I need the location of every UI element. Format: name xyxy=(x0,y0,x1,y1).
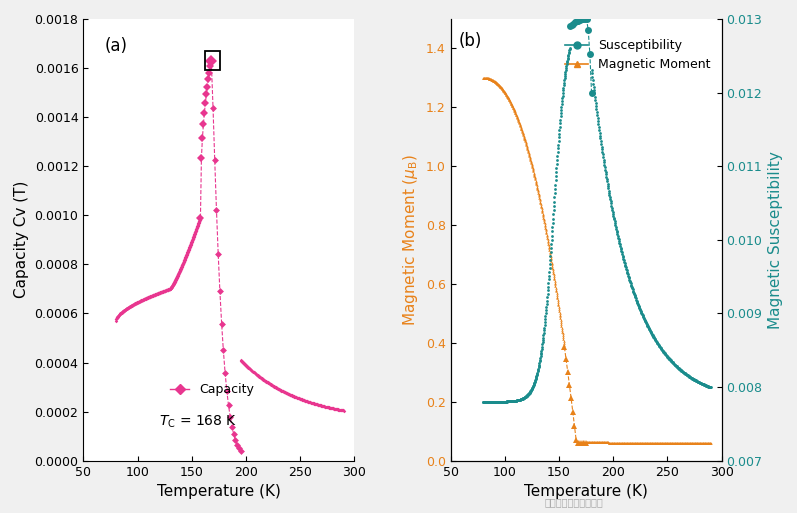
Text: (b): (b) xyxy=(458,32,482,50)
Text: 材料科学与凝聚态物理: 材料科学与凝聚态物理 xyxy=(544,497,603,507)
X-axis label: Temperature (K): Temperature (K) xyxy=(157,484,281,499)
Y-axis label: Magnetic Moment ($\mu_{\mathrm{B}}$): Magnetic Moment ($\mu_{\mathrm{B}}$) xyxy=(401,154,420,326)
Legend: Susceptibility, Magnetic Moment: Susceptibility, Magnetic Moment xyxy=(560,34,716,76)
Text: $T_{\mathrm{C}}$ = 168 K: $T_{\mathrm{C}}$ = 168 K xyxy=(159,413,238,430)
Text: (a): (a) xyxy=(105,36,128,54)
Y-axis label: Magnetic Susceptibility: Magnetic Susceptibility xyxy=(768,151,783,329)
Bar xyxy=(205,51,220,70)
Legend: Capacity: Capacity xyxy=(166,379,259,402)
X-axis label: Temperature (K): Temperature (K) xyxy=(524,484,648,499)
Y-axis label: Capacity Cv (T): Capacity Cv (T) xyxy=(14,181,29,299)
